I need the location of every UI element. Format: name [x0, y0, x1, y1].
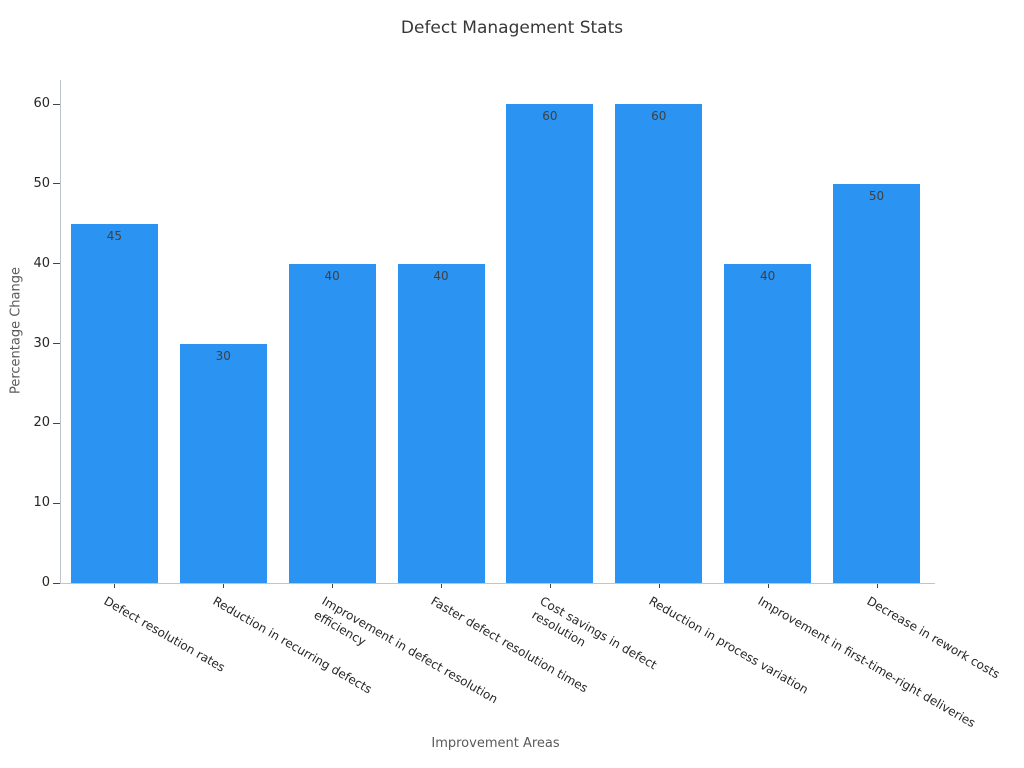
x-tick-mark: [549, 584, 551, 588]
bar-value-label: 50: [868, 188, 885, 203]
y-tick-mark: [53, 582, 60, 584]
y-tick-mark: [53, 183, 60, 185]
bar-value-label: 60: [542, 109, 558, 123]
x-axis-line: [60, 583, 935, 584]
bar: [615, 104, 703, 583]
chart-title: Defect Management Stats: [400, 18, 624, 38]
y-tick-mark: [53, 103, 60, 105]
y-axis-line: [60, 80, 61, 584]
y-tick-mark: [53, 422, 60, 424]
bar: [179, 343, 267, 583]
x-tick-mark: [441, 584, 443, 588]
x-category-label: Improvement in defect resolution efficie…: [311, 593, 501, 707]
y-tick-mark: [53, 263, 60, 265]
bar: [833, 183, 921, 583]
x-tick-mark: [876, 584, 878, 588]
bar-value-label: 60: [651, 109, 667, 123]
bar: [288, 263, 376, 583]
bar: [70, 223, 158, 583]
bar: [397, 263, 485, 583]
y-tick-label: 30: [33, 335, 50, 351]
bar-value-label: 40: [760, 268, 776, 283]
x-axis-label: Improvement Areas: [431, 736, 560, 751]
y-tick-label: 20: [33, 415, 50, 431]
bar: [506, 104, 594, 583]
x-tick-mark: [332, 584, 334, 588]
x-tick-mark: [114, 584, 116, 588]
bar-value-label: 45: [106, 228, 123, 243]
y-tick-label: 10: [33, 495, 50, 511]
y-tick-mark: [53, 502, 60, 504]
x-tick-mark: [658, 584, 660, 588]
y-tick-label: 0: [41, 575, 50, 590]
x-tick-mark: [223, 584, 225, 588]
bar-value-label: 40: [433, 268, 449, 283]
x-category-label: Improvement in first-time-right deliveri…: [755, 593, 978, 731]
y-tick-label: 40: [33, 255, 50, 271]
bar-value-label: 40: [324, 268, 340, 283]
y-tick-mark: [53, 343, 60, 344]
x-tick-mark: [767, 584, 769, 588]
y-tick-label: 50: [33, 175, 50, 191]
bar-value-label: 30: [215, 348, 231, 363]
y-tick-label: 60: [33, 96, 50, 111]
bar: [724, 263, 812, 583]
